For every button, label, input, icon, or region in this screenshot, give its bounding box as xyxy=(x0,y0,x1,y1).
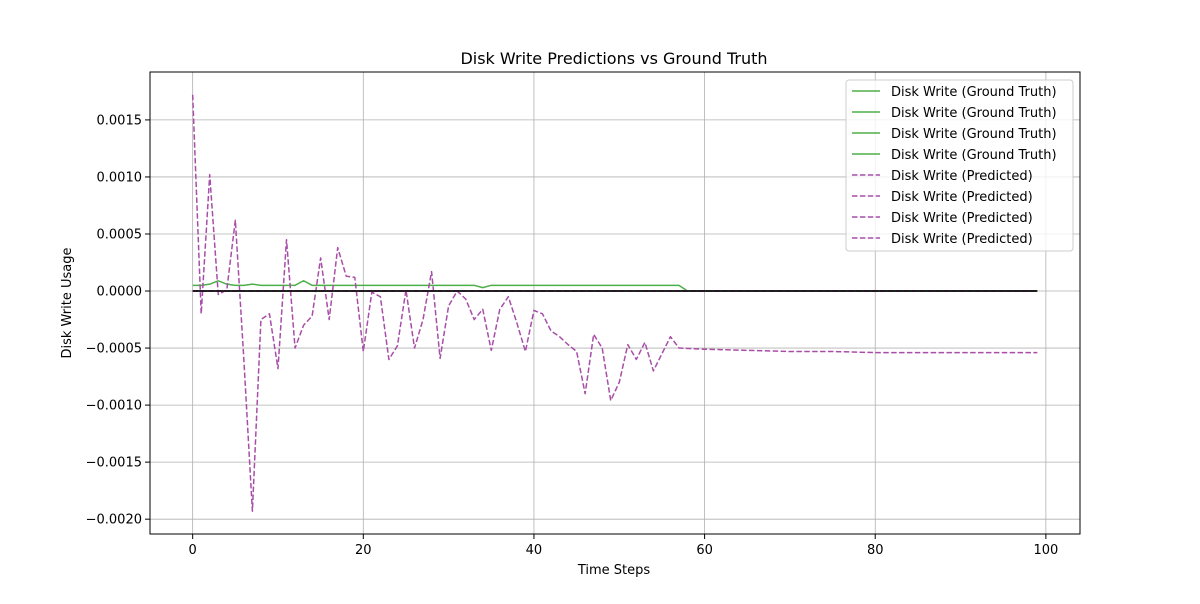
y-tick-label: −0.0015 xyxy=(86,456,142,471)
y-tick-label: −0.0005 xyxy=(86,342,142,357)
x-tick-label: 20 xyxy=(355,543,372,558)
legend-label: Disk Write (Ground Truth) xyxy=(891,127,1057,142)
y-tick-label: −0.0010 xyxy=(86,399,142,414)
legend-label: Disk Write (Predicted) xyxy=(891,211,1033,226)
chart-title: Disk Write Predictions vs Ground Truth xyxy=(460,49,767,68)
plot-frame xyxy=(149,71,1081,535)
ground-truth-series-line-1 xyxy=(192,280,1038,292)
x-tick-label: 0 xyxy=(189,543,197,558)
y-tick-label: 0.0005 xyxy=(97,227,143,242)
legend-label: Disk Write (Ground Truth) xyxy=(891,85,1057,100)
legend: Disk Write (Ground Truth) Disk Write (Gro… xyxy=(845,79,1074,252)
legend-box xyxy=(845,79,1074,252)
legend-label: Disk Write (Predicted) xyxy=(891,190,1033,205)
x-tick-label: 80 xyxy=(867,543,884,558)
legend-label: Disk Write (Ground Truth) xyxy=(891,106,1057,121)
x-tick-label: 100 xyxy=(1033,543,1058,558)
y-axis-label: Disk Write Usage xyxy=(60,247,75,358)
y-axis: −0.0020 −0.0015 −0.0010 −0.0005 0.0000 0.0005… xyxy=(86,113,150,528)
x-tick-label: 40 xyxy=(526,543,543,558)
legend-label: Disk Write (Ground Truth) xyxy=(891,148,1057,163)
legend-label: Disk Write (Predicted) xyxy=(891,169,1033,184)
predicted-series-line-5 xyxy=(191,94,1038,512)
y-tick-label: −0.0020 xyxy=(86,513,142,528)
legend-label: Disk Write (Predicted) xyxy=(891,232,1033,247)
x-axis-label: Time Steps xyxy=(577,563,651,578)
x-tick-label: 60 xyxy=(696,543,713,558)
y-tick-label: 0.0015 xyxy=(97,113,143,128)
series-layer xyxy=(191,94,1038,512)
y-tick-label: 0.0010 xyxy=(97,170,143,185)
y-tick-label: 0.0000 xyxy=(97,285,143,300)
x-axis: 0 20 40 60 80 100 xyxy=(189,534,1058,558)
